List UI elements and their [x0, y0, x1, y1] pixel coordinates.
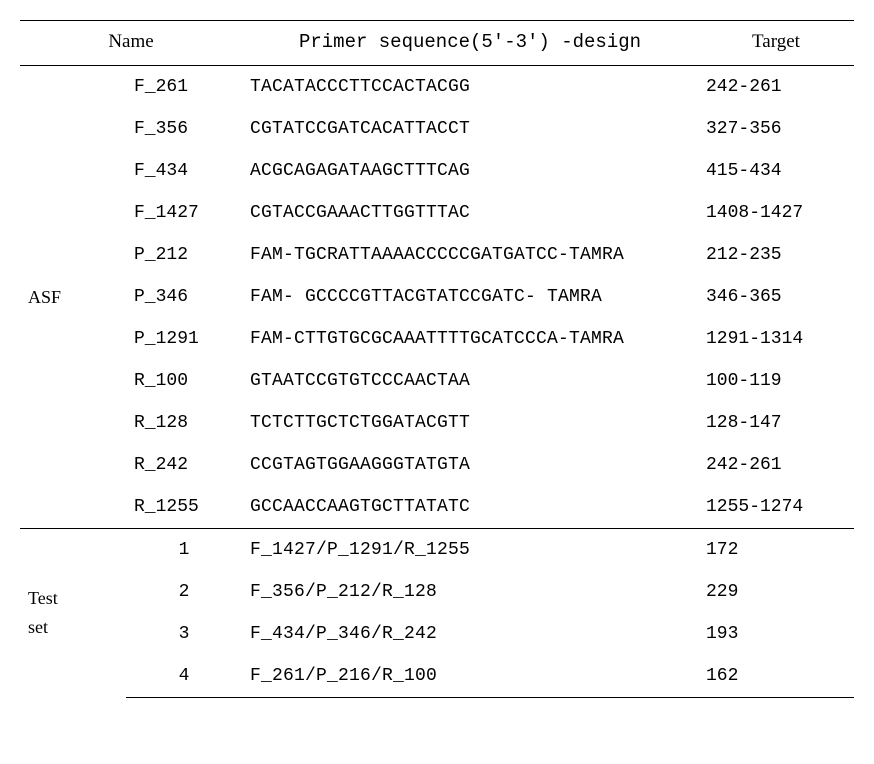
table-row: R_100GTAATCCGTGTCCCAACTAA100-119 [20, 360, 854, 402]
row-target: 242-261 [698, 66, 854, 109]
table-row: Testset1F_1427/P_1291/R_1255172 [20, 529, 854, 572]
row-sequence: CGTATCCGATCACATTACCT [242, 108, 698, 150]
row-sequence: CGTACCGAAACTTGGTTTAC [242, 192, 698, 234]
row-target: 229 [698, 571, 854, 613]
row-sequence: ACGCAGAGATAAGCTTTCAG [242, 150, 698, 192]
row-id: R_242 [126, 444, 242, 486]
table-row: R_242CCGTAGTGGAAGGGTATGTA242-261 [20, 444, 854, 486]
row-target: 1255-1274 [698, 486, 854, 529]
header-row: Name Primer sequence(5'-3') -design Targ… [20, 21, 854, 66]
header-sequence: Primer sequence(5'-3') -design [242, 21, 698, 66]
row-target: 242-261 [698, 444, 854, 486]
section-label: Testset [20, 529, 126, 698]
row-sequence: F_1427/P_1291/R_1255 [242, 529, 698, 572]
row-target: 1408-1427 [698, 192, 854, 234]
row-target: 162 [698, 655, 854, 698]
table-row: P_1291FAM-CTTGTGCGCAAATTTTGCATCCCA-TAMRA… [20, 318, 854, 360]
section-label: ASF [20, 66, 126, 529]
row-target: 100-119 [698, 360, 854, 402]
header-target: Target [698, 21, 854, 66]
row-id: F_434 [126, 150, 242, 192]
row-sequence: FAM-TGCRATTAAAACCCCCGATGATCC-TAMRA [242, 234, 698, 276]
row-sequence: F_261/P_216/R_100 [242, 655, 698, 698]
table-row: F_434ACGCAGAGATAAGCTTTCAG415-434 [20, 150, 854, 192]
row-id: 3 [126, 613, 242, 655]
row-sequence: GTAATCCGTGTCCCAACTAA [242, 360, 698, 402]
table-row: R_1255GCCAACCAAGTGCTTATATC1255-1274 [20, 486, 854, 529]
row-target: 128-147 [698, 402, 854, 444]
row-target: 212-235 [698, 234, 854, 276]
row-target: 172 [698, 529, 854, 572]
row-target: 193 [698, 613, 854, 655]
row-id: 1 [126, 529, 242, 572]
table-row: P_346FAM- GCCCCGTTACGTATCCGATC- TAMRA346… [20, 276, 854, 318]
row-sequence: FAM- GCCCCGTTACGTATCCGATC- TAMRA [242, 276, 698, 318]
row-id: R_1255 [126, 486, 242, 529]
row-id: F_261 [126, 66, 242, 109]
row-sequence: F_356/P_212/R_128 [242, 571, 698, 613]
table-row: F_1427CGTACCGAAACTTGGTTTAC1408-1427 [20, 192, 854, 234]
table-row: R_128TCTCTTGCTCTGGATACGTT128-147 [20, 402, 854, 444]
row-id: P_346 [126, 276, 242, 318]
row-sequence: GCCAACCAAGTGCTTATATC [242, 486, 698, 529]
row-id: R_128 [126, 402, 242, 444]
row-target: 415-434 [698, 150, 854, 192]
row-sequence: F_434/P_346/R_242 [242, 613, 698, 655]
header-name: Name [20, 21, 242, 66]
table-row: ASFF_261TACATACCCTTCCACTACGG242-261 [20, 66, 854, 109]
row-sequence: CCGTAGTGGAAGGGTATGTA [242, 444, 698, 486]
row-sequence: TACATACCCTTCCACTACGG [242, 66, 698, 109]
row-id: R_100 [126, 360, 242, 402]
table-row: F_356CGTATCCGATCACATTACCT327-356 [20, 108, 854, 150]
row-target: 327-356 [698, 108, 854, 150]
row-id: 4 [126, 655, 242, 698]
row-id: 2 [126, 571, 242, 613]
row-sequence: FAM-CTTGTGCGCAAATTTTGCATCCCA-TAMRA [242, 318, 698, 360]
row-id: P_212 [126, 234, 242, 276]
row-target: 1291-1314 [698, 318, 854, 360]
table-row: 4F_261/P_216/R_100162 [20, 655, 854, 698]
row-sequence: TCTCTTGCTCTGGATACGTT [242, 402, 698, 444]
primer-table: Name Primer sequence(5'-3') -design Targ… [20, 20, 854, 698]
row-target: 346-365 [698, 276, 854, 318]
row-id: F_1427 [126, 192, 242, 234]
table-row: 2F_356/P_212/R_128229 [20, 571, 854, 613]
row-id: P_1291 [126, 318, 242, 360]
table-row: P_212FAM-TGCRATTAAAACCCCCGATGATCC-TAMRA2… [20, 234, 854, 276]
row-id: F_356 [126, 108, 242, 150]
table-row: 3F_434/P_346/R_242193 [20, 613, 854, 655]
